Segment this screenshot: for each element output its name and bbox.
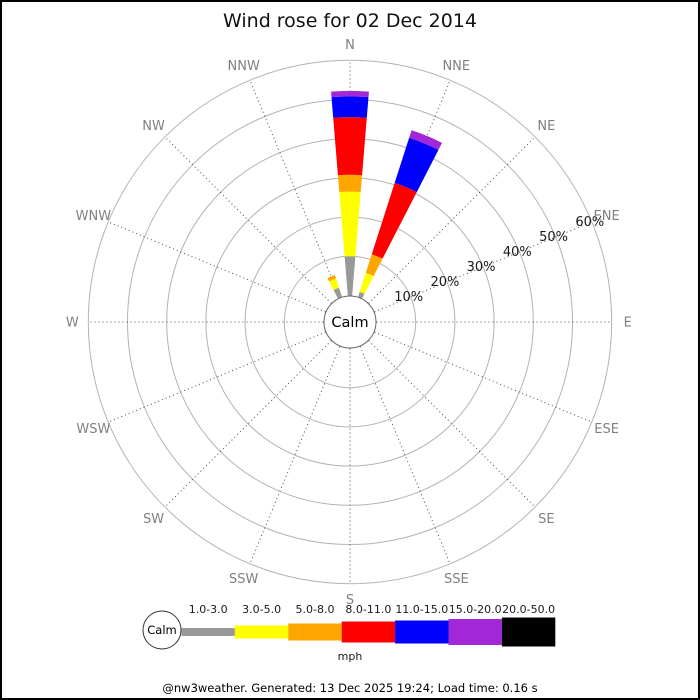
legend-swatch-5.0-8.0 xyxy=(288,623,342,641)
legend-label-8.0-11.0: 8.0-11.0 xyxy=(345,603,391,616)
direction-label-W: W xyxy=(66,316,79,331)
legend-swatch-8.0-11.0 xyxy=(341,621,396,643)
wind-bar-NNW-3.0-5.0 xyxy=(329,278,340,291)
direction-label-SSE: SSE xyxy=(444,572,469,587)
legend-label-3.0-5.0: 3.0-5.0 xyxy=(242,603,281,616)
wind-bar-N-11.0-15.0 xyxy=(331,96,369,118)
legend-label-20.0-50.0: 20.0-50.0 xyxy=(502,603,555,616)
wind-bar-N-15.0-20.0 xyxy=(331,90,369,98)
legend-label-11.0-15.0: 11.0-15.0 xyxy=(395,603,448,616)
legend-label-1.0-3.0: 1.0-3.0 xyxy=(189,603,228,616)
percent-label-30: 30% xyxy=(467,260,496,275)
calm-center-label: Calm xyxy=(331,315,368,331)
legend-swatch-15.0-20.0 xyxy=(448,619,502,645)
percent-label-50: 50% xyxy=(539,230,568,245)
grid-radial-ESE xyxy=(374,331,592,423)
wind-bar-NNW-1.0-3.0 xyxy=(333,287,342,299)
direction-label-ESE: ESE xyxy=(594,422,619,437)
percent-label-60: 60% xyxy=(575,215,604,230)
wind-bar-N-8.0-11.0 xyxy=(333,117,367,176)
direction-label-N: N xyxy=(345,38,355,53)
wind-bar-NNE-3.0-5.0 xyxy=(359,272,374,294)
direction-label-E: E xyxy=(624,316,632,331)
grid-radials xyxy=(88,60,612,584)
legend-bin-labels: 1.0-3.0 3.0-5.0 5.0-8.0 8.0-11.0 11.0-15.0 15… xyxy=(189,603,555,616)
footer-credit: @nw3weather. Generated: 13 Dec 2025 19:2… xyxy=(162,681,537,695)
direction-label-NE: NE xyxy=(537,119,555,134)
percent-label-10: 10% xyxy=(394,290,423,305)
calm-circle xyxy=(323,295,377,349)
chart-title: Wind rose for 02 Dec 2014 xyxy=(223,10,477,32)
wind-bar-NNE-15.0-20.0 xyxy=(409,130,443,150)
legend-unit-label: mph xyxy=(338,650,363,663)
wind-bar-NNW-5.0-8.0 xyxy=(327,275,337,282)
wind-bar-NNE-5.0-8.0 xyxy=(365,254,383,277)
direction-label-ENE: ENE xyxy=(594,209,620,224)
direction-label-WSW: WSW xyxy=(76,422,110,437)
direction-label-WNW: WNW xyxy=(76,209,112,224)
legend-label-5.0-8.0: 5.0-8.0 xyxy=(296,603,335,616)
wind-bars xyxy=(327,90,443,299)
percent-label-20: 20% xyxy=(430,275,459,290)
legend-calm-circle xyxy=(142,610,182,650)
direction-label-SW: SW xyxy=(143,512,164,527)
wind-bar-N-1.0-3.0 xyxy=(344,256,356,296)
legend-swatch-1.0-3.0 xyxy=(181,628,235,636)
direction-label-NNE: NNE xyxy=(442,59,470,74)
wind-bar-N-5.0-8.0 xyxy=(337,174,363,193)
percent-labels: 10% 20% 30% 40% 50% 60% xyxy=(394,215,604,305)
direction-labels: N NNE NE ENE E ESE SE SSE S SSW SW WSW W WNW NW NNW xyxy=(66,38,632,608)
legend-swatches xyxy=(181,617,556,647)
speed-legend: Calm 1.0-3.0 3.0-5.0 5.0-8.0 8.0-11.0 11.0-1… xyxy=(142,603,556,663)
legend-swatch-20.0-50.0 xyxy=(501,617,556,647)
legend-swatch-3.0-5.0 xyxy=(234,625,289,639)
wind-bar-NNE-11.0-15.0 xyxy=(394,137,439,193)
direction-label-NNW: NNW xyxy=(228,59,260,74)
grid-radial-WNW xyxy=(108,221,326,313)
wind-bar-NNE-8.0-11.0 xyxy=(371,182,417,259)
wind-bar-NNE-1.0-3.0 xyxy=(358,291,365,299)
grid-radial-NNW xyxy=(249,80,341,298)
direction-label-SE: SE xyxy=(538,512,554,527)
legend-label-15.0-20.0: 15.0-20.0 xyxy=(449,603,502,616)
direction-label-SSW: SSW xyxy=(229,572,259,587)
wind-bar-N-3.0-5.0 xyxy=(339,191,361,257)
grid-radial-SSW xyxy=(249,346,341,564)
direction-label-NW: NW xyxy=(142,119,165,134)
grid-ring-60 xyxy=(87,59,613,585)
grid-radial-SSE xyxy=(359,346,451,564)
direction-label-S: S xyxy=(346,593,354,608)
legend-calm-label: Calm xyxy=(147,623,176,637)
legend-swatch-11.0-15.0 xyxy=(395,620,449,644)
grid-radial-ENE xyxy=(374,221,592,313)
percent-label-40: 40% xyxy=(503,245,532,260)
grid-radial-WSW xyxy=(108,331,326,423)
grid-radial-NNE xyxy=(359,80,451,298)
